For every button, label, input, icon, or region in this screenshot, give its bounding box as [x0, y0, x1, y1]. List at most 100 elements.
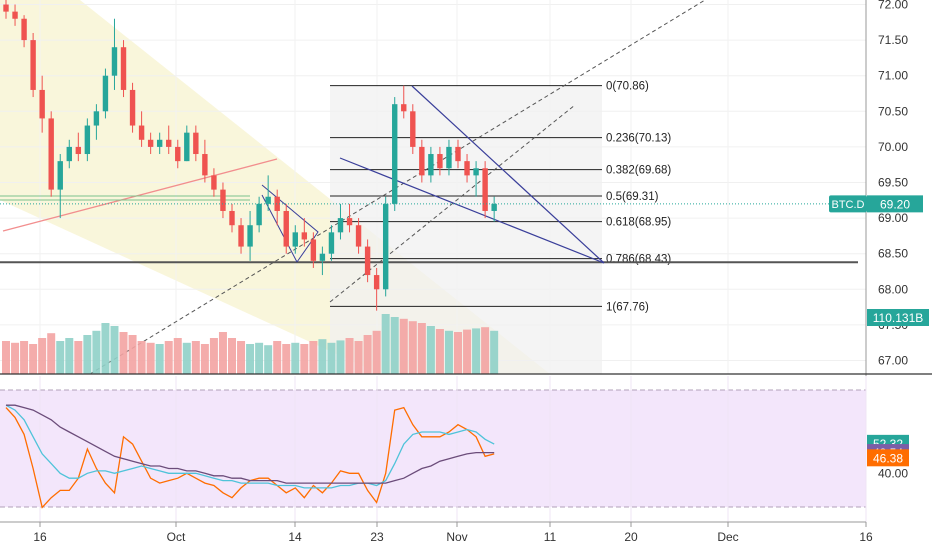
candle-body — [120, 47, 127, 90]
price-tick-label: 68.00 — [878, 282, 908, 296]
candle-body — [229, 210, 235, 226]
volume-bar — [273, 341, 282, 374]
price-tick-label: 69.50 — [878, 176, 908, 190]
candle-body — [337, 218, 344, 233]
indicator-badge-box — [867, 449, 909, 467]
volume-bar — [354, 341, 363, 374]
candle-body — [392, 104, 398, 204]
candle-body — [310, 239, 317, 261]
candle-body — [84, 125, 91, 155]
volume-bar — [426, 326, 435, 374]
price-tick-label: 72.00 — [878, 0, 908, 12]
candle-body — [446, 146, 452, 169]
wedge-upper-line[interactable] — [411, 85, 605, 264]
candle-body — [12, 11, 18, 19]
volume-badge-box — [867, 309, 929, 326]
time-axis-ticks: 16 Oct 14 23 Nov 11 20 Dec 16 — [33, 522, 873, 544]
candle-body — [455, 146, 461, 162]
volume-bar — [128, 335, 137, 374]
candle-body — [301, 232, 308, 240]
time-tick-label: 23 — [370, 530, 384, 544]
volume-bar — [92, 330, 101, 374]
price-tick-label: 71.50 — [878, 33, 908, 47]
candle-body — [39, 89, 45, 119]
candle-body — [220, 189, 226, 211]
symbol-tag: BTC.D — [832, 199, 865, 211]
volume-bar — [318, 339, 327, 374]
fib-level-label: 0.618(68.95) — [606, 217, 671, 229]
volume-bar — [282, 344, 291, 374]
candle-body — [30, 40, 36, 90]
candle-body — [184, 132, 190, 162]
fib-box — [330, 86, 602, 374]
candle-body — [48, 118, 54, 190]
volume-bar — [182, 342, 191, 374]
indicator-lines — [5, 404, 495, 509]
candle-body — [175, 146, 181, 162]
price-tick-label: 71.00 — [878, 69, 908, 83]
candle-body — [66, 146, 72, 162]
volume-bar — [110, 326, 119, 374]
volume-bar — [399, 318, 408, 374]
volume-bar — [146, 342, 155, 374]
candle-body — [57, 161, 63, 190]
time-tick-label: 16 — [859, 530, 873, 544]
volume-bar — [101, 323, 110, 374]
volume-bar — [173, 338, 182, 374]
small-triangle-drawing[interactable] — [261, 184, 319, 263]
fib-level-label: 0.5(69.31) — [606, 191, 659, 203]
dashed-trendline-inner[interactable] — [329, 104, 576, 303]
price-tick-label: 67.00 — [878, 354, 908, 368]
volume-bar — [38, 338, 47, 374]
volume-bar — [155, 344, 164, 374]
candle-body — [3, 4, 9, 12]
volume-bar — [83, 335, 92, 374]
candle-body — [428, 154, 434, 176]
volume-bar — [336, 340, 345, 374]
indicator-badges: 52.3248.5446.38 — [867, 434, 909, 467]
wedge-lower-line[interactable] — [339, 157, 605, 264]
volume-bar — [444, 330, 453, 374]
volume-bar — [435, 329, 444, 374]
volume-bar — [246, 344, 255, 374]
dashed-trendline[interactable] — [89, 0, 706, 375]
candle-body — [238, 225, 244, 247]
volume-bar — [454, 332, 462, 374]
candle-body — [256, 203, 262, 226]
fib-level-label: 1(67.76) — [606, 301, 649, 313]
fib-level-label: 0(70.86) — [606, 81, 649, 93]
candle-body — [129, 89, 136, 126]
candle-body — [355, 225, 362, 247]
candle-body — [491, 203, 497, 211]
time-axis[interactable] — [0, 522, 932, 550]
volume-bar — [29, 344, 38, 374]
candle-body — [373, 275, 380, 290]
time-tick-label: 20 — [624, 530, 638, 544]
volume-bar — [56, 341, 65, 374]
fib-retracement[interactable]: 0(70.86) 0.236(70.13) 0.382(69.68) 0.5(69.3… — [330, 81, 671, 314]
last-price-badge-box — [867, 195, 923, 213]
volume-bar — [345, 338, 354, 374]
price-tick-label: 70.00 — [878, 140, 908, 154]
candle-body — [283, 210, 289, 247]
candle-body — [410, 111, 416, 147]
candle-body — [21, 18, 27, 41]
time-tick-label: Nov — [446, 530, 467, 544]
volume-bar — [255, 342, 264, 374]
time-tick-label: 14 — [288, 530, 302, 544]
volume-bar — [390, 317, 399, 374]
volume-bar — [237, 341, 246, 374]
price-tick-label: 68.50 — [878, 247, 908, 261]
volume-bar — [481, 327, 490, 374]
candle-body — [193, 132, 199, 155]
volume-bar — [408, 321, 417, 374]
last-price-badge: 69.20 — [880, 197, 910, 211]
time-tick-label: Oct — [167, 530, 186, 544]
red-trendline[interactable] — [2, 158, 278, 232]
volume-bar — [74, 341, 83, 374]
volume-bar — [2, 341, 10, 374]
candle-body — [156, 139, 163, 147]
candle-body — [473, 168, 479, 176]
candle-body — [364, 246, 371, 276]
